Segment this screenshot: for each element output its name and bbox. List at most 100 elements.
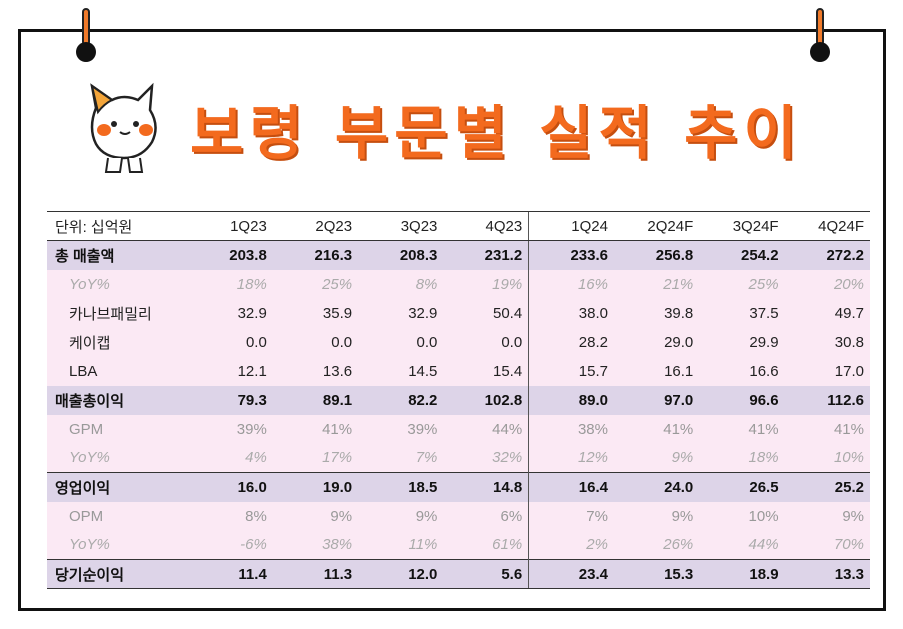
table-cell: 50.4	[443, 298, 529, 328]
row-label: 당기순이익	[47, 559, 188, 589]
table-cell: 41%	[784, 414, 870, 444]
table-cell: 29.0	[613, 327, 700, 357]
table-row: 카나브패밀리 32.9 35.9 32.9 50.4 38.0 39.8 37.5 49.7	[47, 298, 870, 328]
table-cell: 70%	[784, 530, 870, 560]
table-row: OPM 8% 9% 9% 6% 7% 9% 10% 9%	[47, 501, 870, 531]
table-cell: 9%	[613, 501, 700, 531]
column-header: 3Q24F	[699, 211, 785, 241]
table-cell: 44%	[443, 414, 529, 444]
table-cell: 231.2	[443, 240, 529, 270]
table-cell: 82.2	[358, 385, 444, 415]
table-cell: 41%	[699, 414, 785, 444]
table-cell: 41%	[613, 414, 700, 444]
table-row: YoY% 4% 17% 7% 32% 12% 9% 18% 10%	[47, 443, 870, 473]
table-cell: 21%	[613, 269, 700, 299]
table-cell: 272.2	[784, 240, 870, 270]
table-cell: 102.8	[443, 385, 529, 415]
table-cell: 18%	[187, 269, 273, 299]
table-cell: 7%	[358, 443, 444, 473]
table-row: 영업이익 16.0 19.0 18.5 14.8 16.4 24.0 26.5 25.2	[47, 472, 870, 502]
table-cell: 18.5	[358, 472, 444, 502]
table-cell: 16.6	[699, 356, 785, 386]
table-cell: 112.6	[784, 385, 870, 415]
row-label: YoY%	[47, 269, 188, 299]
table-cell: 39.8	[613, 298, 700, 328]
table-cell: 6%	[443, 501, 529, 531]
table-cell: 41%	[272, 414, 359, 444]
table-cell: 16%	[528, 269, 614, 299]
table-cell: 35.9	[272, 298, 359, 328]
pin-left-icon	[76, 8, 96, 66]
table-cell: 38.0	[528, 298, 614, 328]
table-cell: 254.2	[699, 240, 785, 270]
table-cell: 18%	[699, 443, 785, 473]
table-cell: 37.5	[699, 298, 785, 328]
table-cell: 0.0	[272, 327, 359, 357]
table-cell: 14.5	[358, 356, 444, 386]
table-cell: 233.6	[528, 240, 614, 270]
table-cell: 8%	[358, 269, 444, 299]
table-cell: 12%	[528, 443, 614, 473]
table-cell: 29.9	[699, 327, 785, 357]
table-cell: 17%	[272, 443, 359, 473]
table-cell: 30.8	[784, 327, 870, 357]
column-header: 2Q23	[272, 211, 359, 241]
table-cell: 25%	[272, 269, 359, 299]
table-cell: 11%	[358, 530, 444, 560]
table-cell: 20%	[784, 269, 870, 299]
table-row: 총 매출액 203.8 216.3 208.3 231.2 233.6 256.8 254.2…	[47, 240, 870, 270]
table-header-row: 단위: 십억원 1Q23 2Q23 3Q23 4Q23 1Q24 2Q24F 3Q24F 4Q2…	[47, 211, 870, 241]
table-cell: 32%	[443, 443, 529, 473]
table-cell: 203.8	[187, 240, 273, 270]
row-label: GPM	[47, 414, 188, 444]
table-cell: 32.9	[358, 298, 444, 328]
table-cell: 15.4	[443, 356, 529, 386]
table-cell: 16.0	[187, 472, 273, 502]
table-cell: 89.1	[272, 385, 359, 415]
table-cell: 8%	[187, 501, 273, 531]
row-label: 케이캡	[47, 327, 188, 357]
row-label: OPM	[47, 501, 188, 531]
table-cell: 23.4	[528, 559, 614, 589]
table-cell: 38%	[272, 530, 359, 560]
row-label: YoY%	[47, 443, 188, 473]
table-cell: 39%	[358, 414, 444, 444]
table-cell: 49.7	[784, 298, 870, 328]
unit-label: 단위: 십억원	[47, 211, 188, 241]
column-header: 2Q24F	[613, 211, 700, 241]
table-cell: 28.2	[528, 327, 614, 357]
table-cell: 79.3	[187, 385, 273, 415]
table-row: YoY% -6% 38% 11% 61% 2% 26% 44% 70%	[47, 530, 870, 560]
table-cell: 16.1	[613, 356, 700, 386]
column-header: 4Q23	[443, 211, 529, 241]
table-cell: 2%	[528, 530, 614, 560]
column-header: 4Q24F	[784, 211, 870, 241]
table-cell: 32.9	[187, 298, 273, 328]
table-cell: 10%	[699, 501, 785, 531]
table-cell: 12.0	[358, 559, 444, 589]
table-cell: 9%	[358, 501, 444, 531]
table-cell: 19%	[443, 269, 529, 299]
table-cell: 0.0	[187, 327, 273, 357]
table-cell: 25%	[699, 269, 785, 299]
table-cell: 9%	[784, 501, 870, 531]
table-cell: 97.0	[613, 385, 700, 415]
table-cell: 19.0	[272, 472, 359, 502]
table-cell: 17.0	[784, 356, 870, 386]
table-row: 매출총이익 79.3 89.1 82.2 102.8 89.0 97.0 96.6 112.6	[47, 385, 870, 415]
table-cell: 18.9	[699, 559, 785, 589]
table-cell: 11.4	[187, 559, 273, 589]
table-cell: 4%	[187, 443, 273, 473]
table-row: LBA 12.1 13.6 14.5 15.4 15.7 16.1 16.6 17.0	[47, 356, 870, 386]
cat-mascot-icon	[90, 82, 157, 173]
row-label: 영업이익	[47, 472, 188, 502]
table-cell: 0.0	[443, 327, 529, 357]
row-label: YoY%	[47, 530, 188, 560]
table-cell: 7%	[528, 501, 614, 531]
table-cell: 14.8	[443, 472, 529, 502]
table-cell: 9%	[272, 501, 359, 531]
row-label: 총 매출액	[47, 240, 188, 270]
table-cell: 16.4	[528, 472, 614, 502]
table-cell: 38%	[528, 414, 614, 444]
table-cell: 15.3	[613, 559, 700, 589]
